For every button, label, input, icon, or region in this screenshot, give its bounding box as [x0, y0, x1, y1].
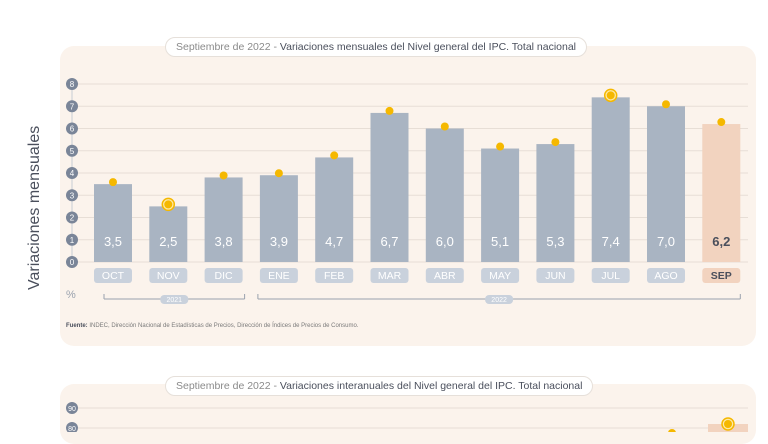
bar-marker — [274, 169, 283, 178]
y-tick-label: 0 — [70, 258, 75, 267]
y-tick-label: 3 — [70, 191, 75, 200]
bar — [481, 148, 520, 262]
bar-marker — [385, 106, 394, 115]
bar — [591, 97, 630, 262]
category-chip — [315, 268, 354, 283]
y-tick-label: 6 — [70, 125, 75, 134]
bar — [702, 124, 741, 262]
bar — [204, 177, 243, 262]
bar-marker — [164, 200, 173, 209]
bar-value-label: 6,0 — [436, 234, 454, 249]
bar-marker — [717, 118, 726, 127]
bar-value-label: 7,4 — [602, 234, 620, 249]
bar-value-label: 6,7 — [380, 234, 398, 249]
category-label: NOV — [157, 270, 180, 282]
bar-value-label: 5,3 — [546, 234, 564, 249]
y-tick-circle — [66, 78, 78, 90]
category-label: MAY — [489, 270, 511, 282]
bar-marker — [219, 171, 228, 180]
y-tick-circle — [66, 211, 78, 224]
category-chip — [94, 268, 132, 283]
year-chip — [485, 295, 514, 304]
category-label: DIC — [215, 270, 234, 282]
annual-title-main: Variaciones interanuales del Nivel gener… — [279, 380, 583, 392]
bar-value-label: 2,5 — [159, 234, 177, 249]
bar-marker — [330, 151, 339, 160]
category-label: ENE — [268, 270, 290, 282]
bar-marker — [662, 100, 670, 109]
bar-value-label: 7,0 — [657, 234, 675, 249]
category-chip — [204, 268, 243, 283]
year-label: 2021 — [167, 297, 183, 304]
y-tick-label: 1 — [70, 236, 75, 245]
bar-marker — [551, 138, 560, 147]
bar — [536, 144, 575, 262]
monthly-title-prefix: Septiembre de 2022 - — [176, 41, 280, 53]
category-chip — [591, 268, 630, 283]
y-tick-circle — [66, 256, 78, 268]
y-tick-circle — [66, 144, 78, 157]
y-tick-label: 7 — [70, 102, 75, 111]
category-chip — [370, 268, 409, 283]
bar-marker — [109, 178, 117, 187]
category-chip — [536, 268, 575, 283]
category-chip — [259, 268, 298, 283]
annual-title-prefix: Septiembre de 2022 - — [176, 380, 280, 392]
category-label: OCT — [102, 270, 125, 282]
category-chip — [647, 268, 685, 283]
annual-chart-title: Septiembre de 2022 - Variaciones interan… — [165, 376, 594, 396]
annual-y-tick-circle — [66, 402, 78, 414]
category-label: JUN — [545, 270, 565, 282]
year-chip — [160, 295, 189, 304]
bar — [315, 157, 354, 262]
y-tick-circle — [66, 167, 78, 179]
chart-svg: 0 1 2 3 4 5 6 7 8% 3,5 OCT 2,5 NOV 3,8 DIC 3,9 ENE 4,7 FEB… — [66, 78, 748, 432]
source-text: INDEC, Dirección Nacional de Estadística… — [89, 323, 359, 329]
bar-value-label: 6,2 — [712, 234, 730, 249]
category-label: MAR — [378, 270, 402, 282]
y-tick-label: 2 — [70, 214, 75, 223]
monthly-title-main: Variaciones mensuales del Nivel general … — [279, 41, 577, 53]
category-chip — [702, 268, 741, 283]
annual-y-tick-label: 80 — [68, 426, 76, 432]
y-tick-label: 5 — [70, 147, 75, 156]
y-tick-circle — [66, 233, 78, 246]
category-label: JUL — [601, 270, 620, 282]
category-chip — [425, 268, 464, 283]
y-tick-label: 8 — [70, 80, 75, 89]
category-chip — [481, 268, 520, 283]
bar — [647, 106, 685, 262]
annual-y-tick-label: 90 — [68, 406, 76, 413]
bar — [425, 128, 464, 262]
category-label: SEP — [711, 270, 732, 282]
annual-y-tick-circle — [66, 422, 78, 432]
bar-value-label: 3,8 — [215, 234, 233, 249]
bar-value-label: 3,5 — [104, 234, 122, 249]
year-label: 2022 — [491, 297, 507, 304]
y-tick-circle — [66, 122, 78, 135]
category-label: AGO — [654, 270, 677, 282]
bar-marker — [606, 91, 615, 100]
source-note: Fuente: INDEC, Dirección Nacional de Est… — [66, 323, 358, 329]
bar — [259, 175, 298, 262]
unit-label: % — [66, 289, 76, 301]
bar-marker — [440, 122, 449, 131]
y-tick-circle — [66, 189, 78, 202]
bar — [149, 206, 188, 262]
category-label: FEB — [324, 270, 344, 282]
source-label: Fuente: — [66, 323, 88, 329]
bar-value-label: 4,7 — [325, 234, 343, 249]
category-label: ABR — [434, 270, 456, 282]
bar-marker — [496, 142, 505, 151]
y-tick-circle — [66, 100, 78, 113]
bar-value-label: 5,1 — [491, 234, 509, 249]
category-chip — [149, 268, 188, 283]
annual-marker — [724, 420, 732, 428]
annual-marker — [668, 429, 676, 432]
bar — [94, 184, 132, 262]
monthly-chart-title: Septiembre de 2022 - Variaciones mensual… — [165, 37, 588, 57]
y-tick-label: 4 — [70, 169, 75, 178]
bar — [370, 112, 409, 262]
bar-value-label: 3,9 — [270, 234, 288, 249]
